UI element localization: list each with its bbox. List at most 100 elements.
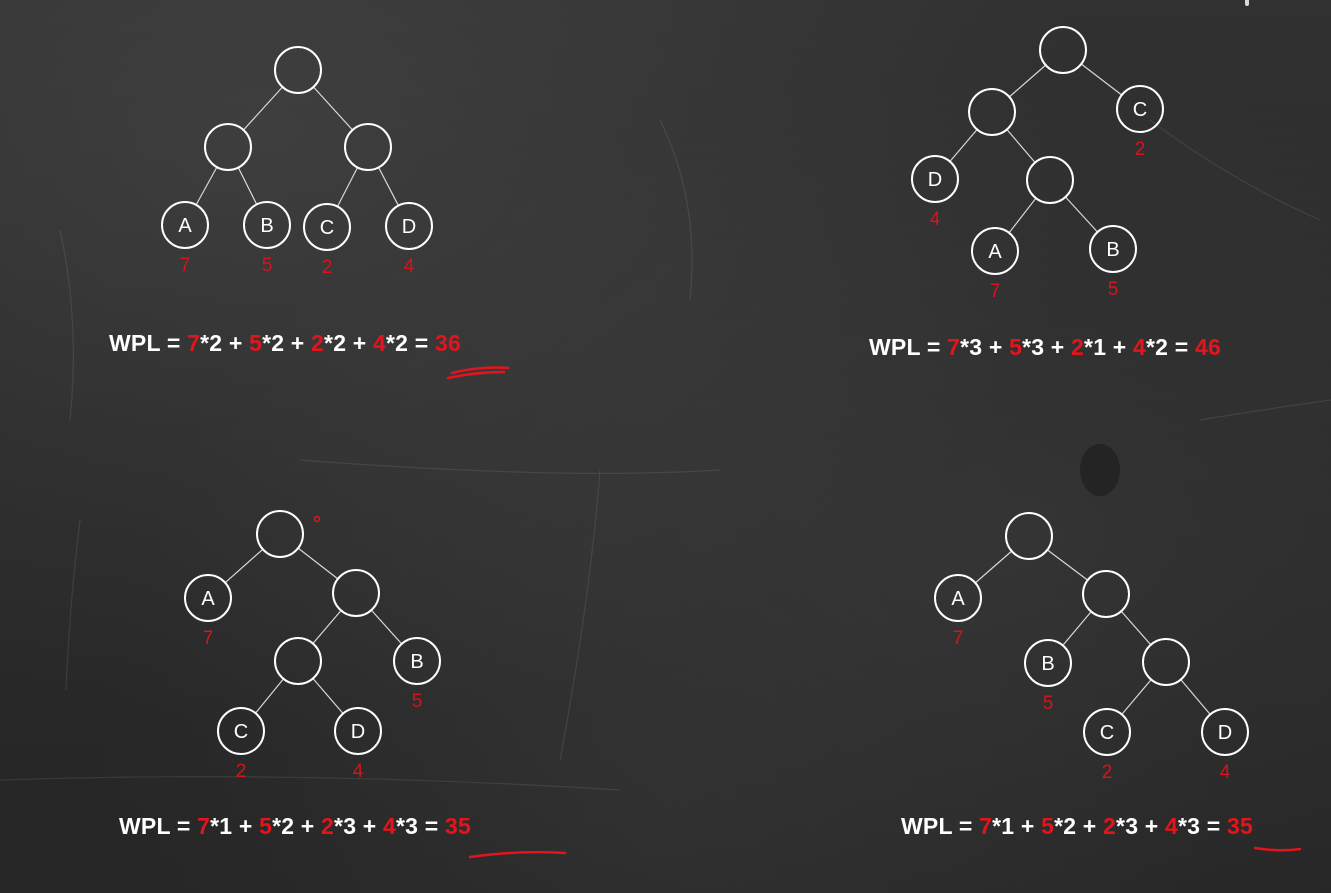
leaf-node-a [184,574,232,622]
node-label: C [234,721,248,743]
formula-weight: 5 [249,330,263,356]
tree-edge [297,547,339,580]
node-weight: 5 [262,255,273,276]
tree-edge [195,166,218,206]
leaf-node-b [1024,639,1072,687]
result-underline [468,850,567,859]
tree-edge [1120,610,1152,646]
leaf-node-c [1083,708,1131,756]
formula-weight: 5 [1041,813,1055,839]
tree-3: A 7 B 5 C 2 D 4 [184,510,441,782]
formula-weight: 5 [259,813,273,839]
wpl-formula-tree-1: WPL = 7*2 + 5*2 + 2*2 + 4*2 = 36 [109,330,461,357]
node-weight: 4 [930,209,941,230]
formula-result: 35 [444,813,471,839]
node-label: A [951,588,965,610]
tree-2: C 2 D 4 A 7 B 5 [911,26,1164,302]
wpl-formula-tree-4: WPL = 7*1 + 5*2 + 2*3 + 4*3 = 35 [901,813,1253,840]
formula-weight: 7 [197,813,211,839]
leaf-node-a [161,201,209,249]
formula-operator: *3 + [1022,334,1072,360]
formula-operator: *2 + [324,330,374,356]
internal-node [968,88,1016,136]
leaf-node-c [217,707,265,755]
wpl-formula-tree-2: WPL = 7*3 + 5*3 + 2*1 + 4*2 = 46 [869,334,1221,361]
cropped-corner-text [1207,0,1327,6]
tree-edge [1080,63,1123,96]
node-weight: 5 [1108,279,1119,300]
internal-node [1026,156,1074,204]
formula-result: 36 [434,330,461,356]
internal-node [274,46,322,94]
node-weight: 2 [322,257,333,278]
formula-operator: *3 + [334,813,384,839]
tree-edge [1065,196,1098,233]
formula-weight: 7 [979,813,993,839]
formula-weight: 4 [373,330,387,356]
formula-result: 46 [1194,334,1221,360]
result-underline [1253,846,1302,852]
node-weight: 4 [1220,762,1231,783]
formula-operator: *1 + [1084,334,1134,360]
tree-edge [1047,549,1088,581]
tree-edge [370,609,403,645]
node-label: D [402,216,416,238]
tree-edge [378,167,399,206]
tree-edge [1180,679,1211,715]
underline-layer [446,366,1302,859]
node-weight: 5 [1043,693,1054,714]
leaf-node-c [303,203,351,251]
node-label: B [410,651,423,673]
node-weight: 5 [412,691,423,712]
tree-edge [336,167,359,207]
tree-edge [1008,197,1037,234]
formula-operator: *3 + [1116,813,1166,839]
leaf-node-a [934,574,982,622]
formula-prefix: WPL = [869,334,948,360]
leaf-node-b [1089,225,1137,273]
tree-edge [974,550,1013,584]
result-underline [446,366,510,380]
formula-weight: 4 [1165,813,1179,839]
formula-weight: 2 [1071,334,1085,360]
formula-operator: *1 + [210,813,260,839]
node-label: A [201,588,215,610]
node-label: D [928,169,942,191]
node-weight: 2 [1102,762,1113,783]
internal-node [256,510,304,558]
formula-operator: *1 + [992,813,1042,839]
node-weight: 7 [990,281,1001,302]
node-weight: 2 [236,761,247,782]
node-label: A [988,241,1002,263]
leaf-node-d [911,155,959,203]
leaf-node-c [1116,85,1164,133]
internal-node [344,123,392,171]
leaf-node-a [971,227,1019,275]
leaf-node-d [1201,708,1249,756]
tree-edge [313,86,353,131]
node-label: C [1100,722,1114,744]
formula-operator: *2 + [262,330,312,356]
formula-operator: *3 = [396,813,445,839]
internal-node [1082,570,1130,618]
formula-weight: 2 [311,330,325,356]
node-weight: 4 [404,256,415,277]
tree-edge [237,167,258,205]
formula-weight: 2 [321,813,335,839]
node-label: B [260,215,273,237]
tree-edge [1121,679,1152,715]
tree-edge [1008,64,1047,98]
formula-operator: *2 = [386,330,435,356]
formula-operator: *3 = [1178,813,1227,839]
node-label: D [351,721,365,743]
formula-weight: 2 [1103,813,1117,839]
formula-operator: *2 + [200,330,250,356]
node-label: B [1106,239,1119,261]
internal-node [274,637,322,685]
node-label: C [320,217,334,239]
tree-4: A 7 B 5 C 2 D 4 [934,512,1249,783]
node-weight: 2 [1135,139,1146,160]
formula-prefix: WPL = [109,330,188,356]
node-label: A [178,215,192,237]
